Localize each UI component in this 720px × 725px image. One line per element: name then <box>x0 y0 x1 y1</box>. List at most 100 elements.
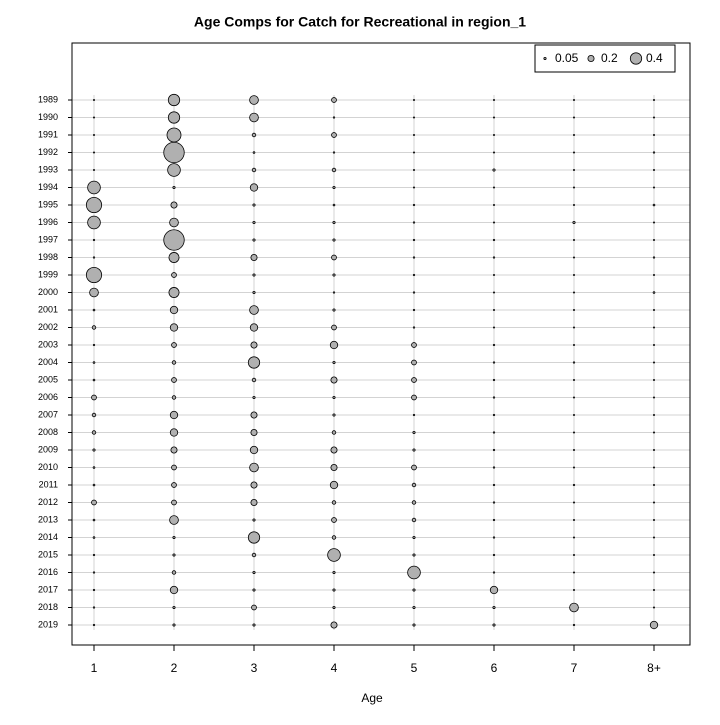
bubble <box>652 343 656 347</box>
bubble <box>252 290 256 295</box>
bubble <box>652 553 656 557</box>
bubble <box>169 410 179 420</box>
bubble <box>332 220 336 225</box>
bubble <box>652 186 656 189</box>
bubble <box>572 378 576 382</box>
bubble <box>251 377 257 383</box>
bubble <box>168 287 180 298</box>
y-tick-label: 2019 <box>38 619 58 629</box>
y-tick-label: 2010 <box>38 462 58 472</box>
y-tick-label: 2000 <box>38 287 58 297</box>
bubble <box>172 605 176 610</box>
bubble <box>492 378 496 382</box>
bubble <box>87 180 101 195</box>
bubble <box>251 132 257 138</box>
bubble <box>169 323 179 332</box>
bubble <box>652 308 656 312</box>
bubble <box>572 291 576 294</box>
bubble <box>652 518 656 522</box>
bubble <box>492 98 496 102</box>
bubble <box>163 141 185 164</box>
y-tick-label: 2009 <box>38 444 58 454</box>
bubble <box>492 151 496 154</box>
bubble <box>572 343 576 347</box>
bubble <box>572 133 576 137</box>
y-tick-label: 2015 <box>38 549 58 559</box>
bubble <box>330 376 338 384</box>
bubble <box>91 394 97 401</box>
bubble <box>91 499 97 506</box>
bubble <box>249 323 259 332</box>
bubble <box>91 325 97 330</box>
bubble <box>249 305 259 315</box>
bubble <box>492 186 496 189</box>
bubble <box>331 167 337 173</box>
bubble <box>412 186 416 189</box>
y-tick-label: 1994 <box>38 182 58 192</box>
bubble <box>92 168 96 172</box>
x-tick-label: 1 <box>91 661 98 675</box>
bubble <box>652 203 656 207</box>
bubble <box>412 256 416 259</box>
bubble <box>412 221 416 224</box>
legend-box <box>534 44 676 73</box>
bubble <box>332 413 336 417</box>
bubble <box>652 238 656 242</box>
bubble <box>327 548 341 562</box>
bubble <box>652 431 656 434</box>
y-tick-label: 2001 <box>38 304 58 314</box>
x-tick-label: 3 <box>251 661 258 675</box>
bubble <box>171 464 177 471</box>
y-tick-label: 2007 <box>38 409 58 419</box>
bubble <box>92 466 96 469</box>
bubble <box>92 623 96 627</box>
bubble <box>249 183 259 192</box>
bubble <box>92 361 96 364</box>
bubble <box>92 606 96 609</box>
bubble <box>412 116 416 119</box>
bubble <box>92 448 96 452</box>
x-tick-label: 6 <box>491 661 498 675</box>
bubble <box>572 396 576 399</box>
bubble <box>492 431 496 434</box>
bubble <box>172 553 176 557</box>
bubble <box>492 133 496 137</box>
y-tick-label: 2003 <box>38 339 58 349</box>
bubble <box>572 186 576 189</box>
bubble <box>652 571 656 574</box>
bubble <box>572 623 576 627</box>
x-tick-label: 7 <box>571 661 578 675</box>
bubble <box>332 273 336 277</box>
bubble <box>167 93 181 107</box>
bubble <box>412 553 416 557</box>
bubble <box>169 217 179 228</box>
bubble <box>92 571 96 574</box>
bubble <box>332 395 336 400</box>
y-tick-label: 1989 <box>38 94 58 104</box>
bubble <box>412 605 416 610</box>
bubble <box>652 221 656 224</box>
bubble <box>330 463 338 471</box>
y-tick-label: 2016 <box>38 567 58 577</box>
bubble <box>91 430 97 435</box>
bubble <box>569 602 579 613</box>
bubble <box>252 238 256 242</box>
bubble <box>92 133 96 137</box>
bubble <box>92 536 96 539</box>
y-tick-label: 1995 <box>38 199 58 209</box>
bubble <box>492 605 496 610</box>
bubble <box>412 430 416 435</box>
plot-frame <box>71 42 691 646</box>
bubble <box>251 552 257 558</box>
y-tick-label: 1997 <box>38 234 58 244</box>
bubble <box>250 411 258 419</box>
bubble <box>492 501 496 504</box>
chart-title: Age Comps for Catch for Recreational in … <box>194 14 526 30</box>
bubble <box>492 553 496 557</box>
bubble <box>652 361 656 364</box>
bubble <box>332 308 336 312</box>
bubble <box>411 394 417 401</box>
bubble <box>411 500 417 505</box>
bubble <box>492 273 496 277</box>
